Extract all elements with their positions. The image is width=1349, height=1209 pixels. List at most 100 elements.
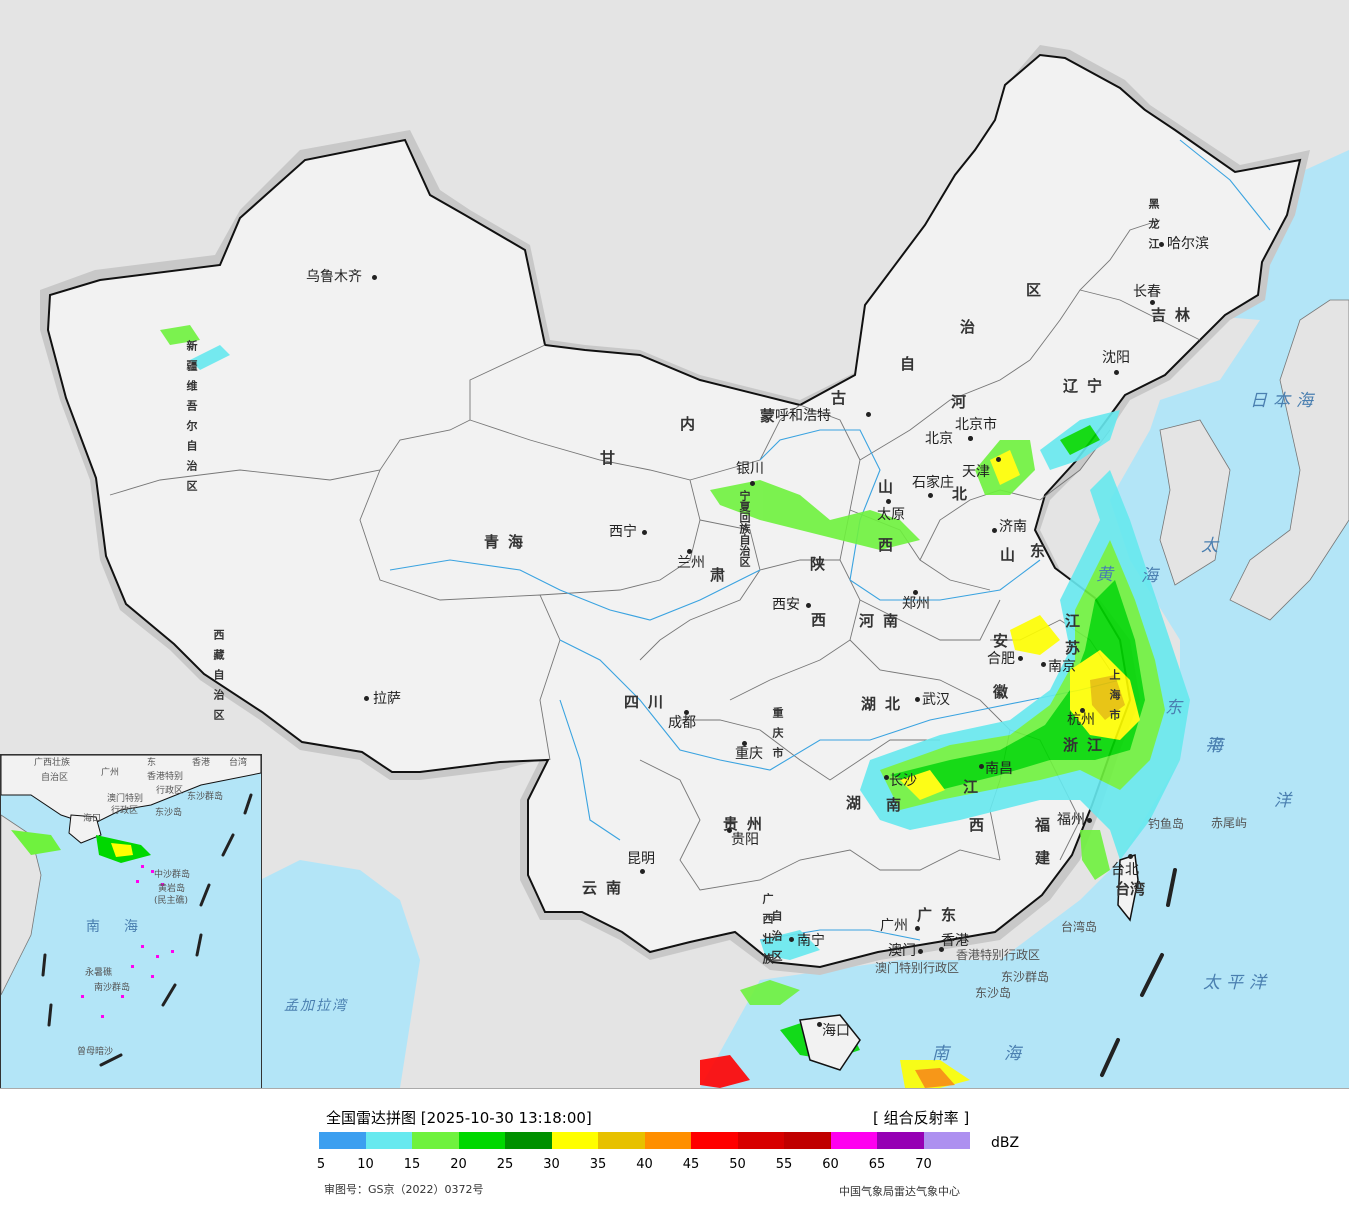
legend-tick-label: 55 xyxy=(775,1157,793,1172)
city-marker xyxy=(886,499,891,504)
radar-map: 新疆维吾尔自治区 西藏自治区 青海甘肃四川 云南 贵州 重庆市陕西山西河南 湖北湖南广西壮族… xyxy=(0,0,1349,1088)
inset-echoes xyxy=(11,830,151,863)
radar-echoes xyxy=(160,325,1190,1088)
legend-unit: dBZ xyxy=(991,1135,1020,1151)
city-label: 哈尔滨 xyxy=(1167,236,1209,252)
province-label: 湖北 xyxy=(861,695,910,713)
city-label: 合肥 xyxy=(987,651,1015,667)
city-label: 北京市 xyxy=(955,417,997,433)
inset-label: 黄岩岛 xyxy=(158,884,186,894)
legend-swatch xyxy=(830,1132,877,1149)
inset-label: 永暑礁 xyxy=(85,968,113,978)
province-label: 广东 xyxy=(917,906,966,924)
city-marker xyxy=(750,481,755,486)
province-label: 山 xyxy=(1000,546,1016,564)
city-marker xyxy=(1150,300,1155,305)
city-marker xyxy=(996,457,1001,462)
city-label: 天津 xyxy=(962,464,990,480)
ocean-area xyxy=(700,150,1349,1088)
legend-product: [ 组合反射率 ] xyxy=(873,1109,970,1127)
city-label: 海口 xyxy=(822,1023,850,1039)
city-label: 银川 xyxy=(736,461,764,477)
city-marker xyxy=(1041,662,1046,667)
city-marker xyxy=(1087,818,1092,823)
province-label: 青海 xyxy=(484,533,533,551)
province-label: 福 xyxy=(1035,816,1051,834)
sea-label: 太 xyxy=(1201,536,1224,556)
city-marker xyxy=(364,696,369,701)
city-label: 台北 xyxy=(1111,862,1139,878)
city-marker xyxy=(640,869,645,874)
legend-swatch xyxy=(691,1132,738,1149)
city-marker xyxy=(979,764,984,769)
city-marker xyxy=(789,937,794,942)
province-label: 四川 xyxy=(624,693,673,711)
legend-swatch xyxy=(877,1132,924,1149)
province-label: 湖 xyxy=(846,794,862,812)
inset-label: 台湾 xyxy=(229,758,248,768)
province-label: 治 xyxy=(960,318,976,336)
inset-label: 海口 xyxy=(83,814,102,824)
city-marker xyxy=(1018,656,1023,661)
inset-label: 广西壮族 xyxy=(34,758,71,768)
island-label: 东沙群岛 xyxy=(1001,970,1050,984)
sea-label: 日本海 xyxy=(1250,391,1319,411)
city-label: 长沙 xyxy=(889,773,917,789)
province-label: 贵州 xyxy=(723,815,772,833)
inset-label: 行政区 xyxy=(156,786,184,796)
inset-islands xyxy=(81,865,174,1018)
city-marker xyxy=(918,949,923,954)
sea-label: 洋 xyxy=(1274,791,1297,811)
city-marker xyxy=(1159,242,1164,247)
city-marker xyxy=(1128,854,1133,859)
legend-tick-label: 60 xyxy=(822,1157,839,1172)
inset-canvas xyxy=(1,755,261,1067)
legend-swatch xyxy=(412,1132,459,1149)
city-marker xyxy=(687,549,692,554)
map-review-number: 审图号：GS京（2022）0372号 xyxy=(324,1183,484,1196)
province-label: 辽宁 xyxy=(1063,377,1112,395)
sea-label: 孟加拉湾 xyxy=(284,998,348,1014)
province-label: 重庆市 xyxy=(771,707,784,767)
city-label: 贵阳 xyxy=(731,832,759,848)
legend-swatch xyxy=(644,1132,691,1149)
province-label: 蒙 xyxy=(760,407,776,425)
city-label: 太原 xyxy=(877,507,905,523)
sea-label: 海 xyxy=(1004,1044,1027,1064)
city-marker xyxy=(742,741,747,746)
province-label: 区 xyxy=(1026,281,1042,299)
inset-label: 南 xyxy=(86,919,100,935)
inset-label: 广州 xyxy=(101,768,120,778)
legend-swatch xyxy=(319,1132,366,1149)
city-marker xyxy=(372,275,377,280)
city-label: 广州 xyxy=(880,918,908,934)
inset-label: 东沙岛 xyxy=(155,808,183,818)
province-label: 山 xyxy=(878,478,894,496)
city-marker xyxy=(939,947,944,952)
city-marker xyxy=(915,926,920,931)
city-marker xyxy=(968,436,973,441)
province-label: 北 xyxy=(952,485,968,503)
legend-title: 全国雷达拼图 [2025-10-30 13:18:00] xyxy=(326,1109,592,1127)
inset-label: (民主礁) xyxy=(154,896,189,906)
organization-name: 中国气象局雷达气象中心 xyxy=(839,1185,960,1198)
legend-tick-label: 30 xyxy=(543,1157,560,1172)
city-label: 昆明 xyxy=(627,851,655,867)
inset-hainan xyxy=(68,814,102,844)
province-label: 徽 xyxy=(993,683,1009,701)
city-label: 郑州 xyxy=(902,596,930,612)
city-marker xyxy=(884,775,889,780)
city-label: 呼和浩特 xyxy=(775,408,831,424)
inset-label: 南沙群岛 xyxy=(94,983,131,993)
korea-land xyxy=(1159,419,1231,586)
legend-tick-label: 35 xyxy=(589,1157,607,1172)
city-label: 武汉 xyxy=(922,692,950,708)
province-label: 东 xyxy=(1030,542,1046,560)
inset-label: 澳门特别 xyxy=(107,794,144,804)
city-marker xyxy=(684,710,689,715)
city-label: 长春 xyxy=(1133,284,1161,300)
city-label: 石家庄 xyxy=(912,475,954,491)
province-label: 肃 xyxy=(710,566,726,584)
south-china-sea-inset: 广西壮族 自治区 广州东香港 台湾 香港特别 行政区 澳门特别 行政区 东沙群岛 东沙岛 海口 中沙群… xyxy=(0,754,262,1088)
legend-swatch xyxy=(505,1132,552,1149)
